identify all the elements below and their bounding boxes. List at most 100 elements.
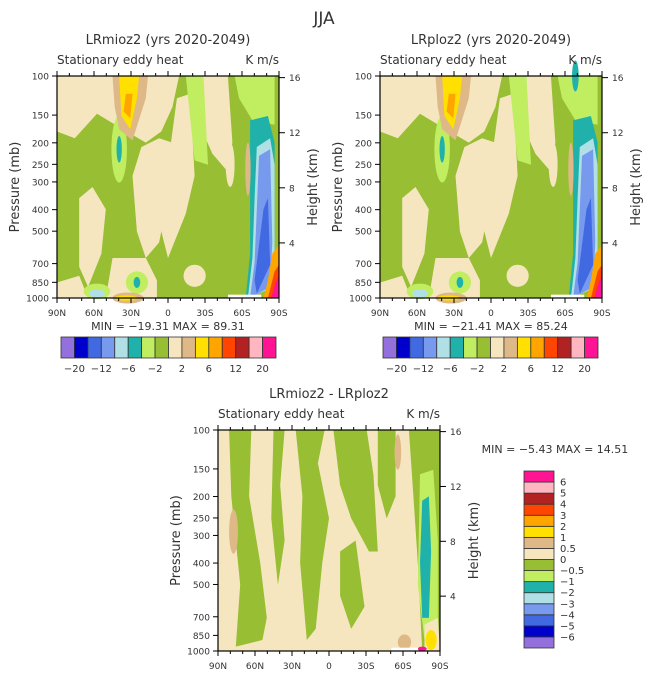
y-tick-label: 150	[355, 112, 372, 122]
panel-subtitle: Stationary eddy heat	[218, 407, 345, 421]
contour-region	[594, 275, 602, 298]
colorbar-swatch	[181, 336, 196, 359]
x-tick-label: 60S	[233, 309, 250, 319]
colorbar-swatch	[523, 636, 555, 649]
colorbar-label: 12	[229, 364, 242, 375]
y-tick-label: 300	[193, 532, 210, 542]
x-tick-label: 90N	[209, 662, 227, 672]
colorbar-swatch	[523, 592, 555, 605]
colorbar-label: 2	[560, 522, 566, 533]
panel-difference: 90N 60N 30N 0 30S 60S 90S100150200250300400500…	[169, 387, 628, 672]
y-tick-label: 1000	[349, 295, 372, 305]
panel-lrmioz2: 90N 60N 30N 0 30S 60S 90S 100 150 200 250 300 400 500…	[8, 33, 321, 375]
y-tick-label: 300	[355, 178, 372, 188]
colorbar-swatch	[100, 336, 116, 359]
y-tick-label: 100	[32, 73, 49, 83]
x-tick-label: 0	[326, 662, 332, 672]
y-right-tick-label: 4	[612, 239, 618, 249]
contour-region	[229, 509, 238, 554]
colorbar-swatch	[141, 336, 156, 359]
y-tick-label: 1000	[26, 295, 49, 305]
contour-region	[245, 142, 251, 196]
y-tick-label: 250	[32, 161, 49, 171]
colorbar-swatch	[248, 336, 263, 359]
colorbar-label: −4	[560, 610, 575, 621]
colorbar-swatch	[194, 336, 210, 359]
contour-region	[417, 646, 427, 651]
colorbar-swatch	[74, 336, 89, 359]
x-tick-label: 30S	[357, 662, 374, 672]
colorbar-label: 20	[256, 364, 269, 375]
colorbar-swatch	[543, 336, 559, 359]
colorbar-swatch	[60, 336, 75, 359]
colorbar-swatch	[530, 336, 545, 359]
y-tick-label: 850	[355, 279, 372, 289]
x-tick-label: 90S	[270, 309, 287, 319]
contour-region	[89, 289, 105, 298]
missing-data-region	[227, 294, 262, 298]
x-tick-label: 30S	[519, 309, 536, 319]
x-tick-label: 60N	[408, 309, 426, 319]
contour-region	[123, 93, 133, 119]
panel-units: K m/s	[568, 53, 602, 67]
colorbar-swatch	[422, 336, 438, 359]
contour-region	[394, 434, 402, 470]
y-tick-label: 100	[355, 73, 372, 83]
colorbar-swatch	[396, 336, 411, 359]
y-right-axis-label: Height (km)	[629, 148, 644, 225]
x-tick-label: 90S	[431, 662, 448, 672]
colorbar-label: −12	[413, 364, 434, 375]
contour-region	[234, 76, 275, 125]
colorbar-swatch	[557, 336, 572, 359]
x-tick-label: 0	[488, 309, 494, 319]
colorbar-swatch	[463, 336, 478, 359]
y-right-tick-label: 4	[450, 593, 456, 603]
colorbar-swatch	[154, 336, 169, 359]
y-tick-label: 400	[355, 206, 372, 216]
colorbar-swatch	[584, 336, 599, 359]
x-tick-label: 30N	[445, 309, 463, 319]
colorbar-swatch	[208, 336, 223, 359]
x-tick-label: 60S	[556, 309, 573, 319]
colorbar-swatch	[262, 336, 277, 359]
y-tick-label: 100	[193, 427, 210, 437]
colorbar-swatch	[221, 336, 237, 359]
panel-title: LRmioz2 - LRploz2	[269, 387, 389, 402]
y-tick-label: 500	[193, 581, 210, 591]
y-tick-label: 1000	[187, 648, 210, 658]
y-tick-label: 150	[193, 465, 210, 475]
figure-title: JJA	[312, 9, 335, 29]
colorbar-swatch	[516, 336, 532, 359]
colorbar-label: 6	[560, 478, 566, 489]
contour-region	[506, 264, 529, 287]
colorbar-swatch	[490, 336, 505, 359]
y-tick-label: 300	[32, 178, 49, 188]
x-tick-label: 60N	[246, 662, 264, 672]
colorbar-swatch	[87, 336, 102, 359]
colorbar-label: −0.5	[560, 566, 584, 577]
y-axis-label: Pressure (mb)	[169, 495, 184, 586]
x-tick-label: 30N	[283, 662, 301, 672]
colorbar-label: 1	[560, 533, 566, 544]
colorbar-label: −20	[386, 364, 407, 375]
y-tick-label: 400	[193, 560, 210, 570]
x-tick-label: 60S	[394, 662, 411, 672]
contour-region	[568, 142, 574, 196]
min-max-stats: MIN = −21.41 MAX = 85.24	[414, 320, 568, 333]
colorbar-swatch	[235, 336, 250, 359]
y-tick-label: 850	[193, 632, 210, 642]
contour-region	[132, 138, 173, 258]
colorbar-label: 0.5	[560, 544, 576, 555]
colorbar-swatch	[523, 503, 555, 516]
contour-region	[380, 275, 412, 298]
y-right-tick-label: 16	[612, 74, 624, 84]
x-tick-label: 90S	[593, 309, 610, 319]
missing-data-region	[391, 647, 418, 651]
panel-subtitle: Stationary eddy heat	[57, 53, 184, 67]
colorbar-swatch	[114, 336, 129, 359]
x-tick-label: 0	[165, 309, 171, 319]
contour-region	[425, 630, 437, 650]
y-tick-label: 250	[193, 514, 210, 524]
contour-region	[185, 76, 208, 165]
colorbar-label: 4	[560, 500, 566, 511]
